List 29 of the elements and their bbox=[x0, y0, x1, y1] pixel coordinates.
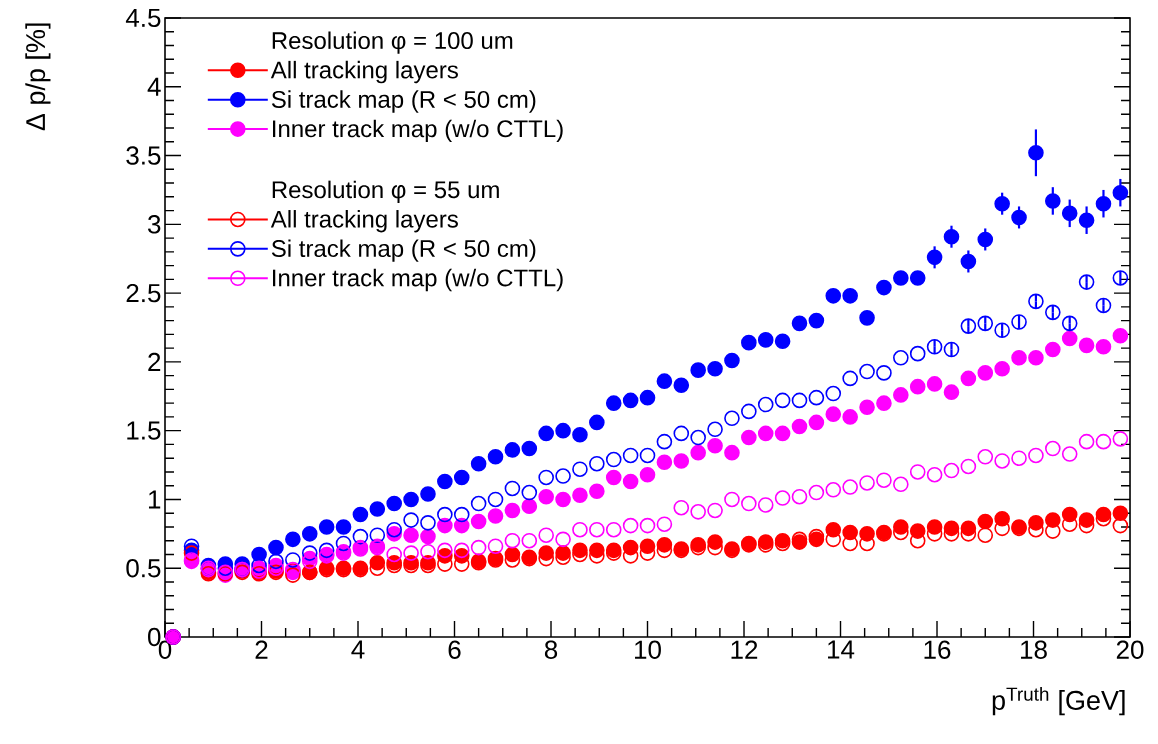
legend-label: Inner track map (w/o CTTL) bbox=[273, 268, 563, 292]
y-tick-label: 1.5 bbox=[127, 421, 161, 440]
y-tick-label: 1 bbox=[148, 490, 161, 509]
x-tick-label: 20 bbox=[1116, 640, 1144, 659]
x-tick-label: 4 bbox=[351, 640, 365, 659]
y-axis-title: Δ p/p [%] bbox=[25, 23, 51, 131]
annotation: Resolution φ = 100 um bbox=[272, 31, 513, 54]
x-tick-label: 18 bbox=[1021, 640, 1047, 659]
y-tick-label: 4 bbox=[147, 77, 161, 96]
y-tick-label: 0.5 bbox=[126, 559, 161, 578]
x-tick-label: 10 bbox=[635, 640, 661, 659]
legend-label: Si track map (R < 50 cm) bbox=[271, 90, 536, 113]
annotation: Resolution φ = 55 um bbox=[272, 180, 499, 204]
legend-label: Si track map (R < 50 cm) bbox=[271, 239, 536, 262]
y-tick-label: 2.5 bbox=[126, 283, 161, 303]
x-tick-label: 14 bbox=[828, 640, 855, 659]
legend-label: All tracking layers bbox=[270, 60, 458, 84]
x-tick-label: 6 bbox=[448, 640, 461, 659]
y-tick-label: 3 bbox=[148, 215, 161, 234]
y-tick-label: 3.5 bbox=[126, 146, 161, 165]
legend-label: All tracking layers bbox=[270, 210, 458, 233]
y-tick-label: 4.5 bbox=[125, 8, 161, 28]
x-tick-label: 16 bbox=[924, 640, 951, 659]
legend-label: Inner track map (w/o CTTL) bbox=[273, 119, 563, 143]
x-tick-label: 12 bbox=[731, 640, 758, 659]
x-tick-label: 2 bbox=[255, 640, 268, 659]
y-tick-label: 2 bbox=[148, 352, 161, 371]
x-axis-title: p$^{Truth}$ [GeV] bbox=[992, 686, 1125, 716]
x-tick-label: 8 bbox=[544, 640, 558, 659]
